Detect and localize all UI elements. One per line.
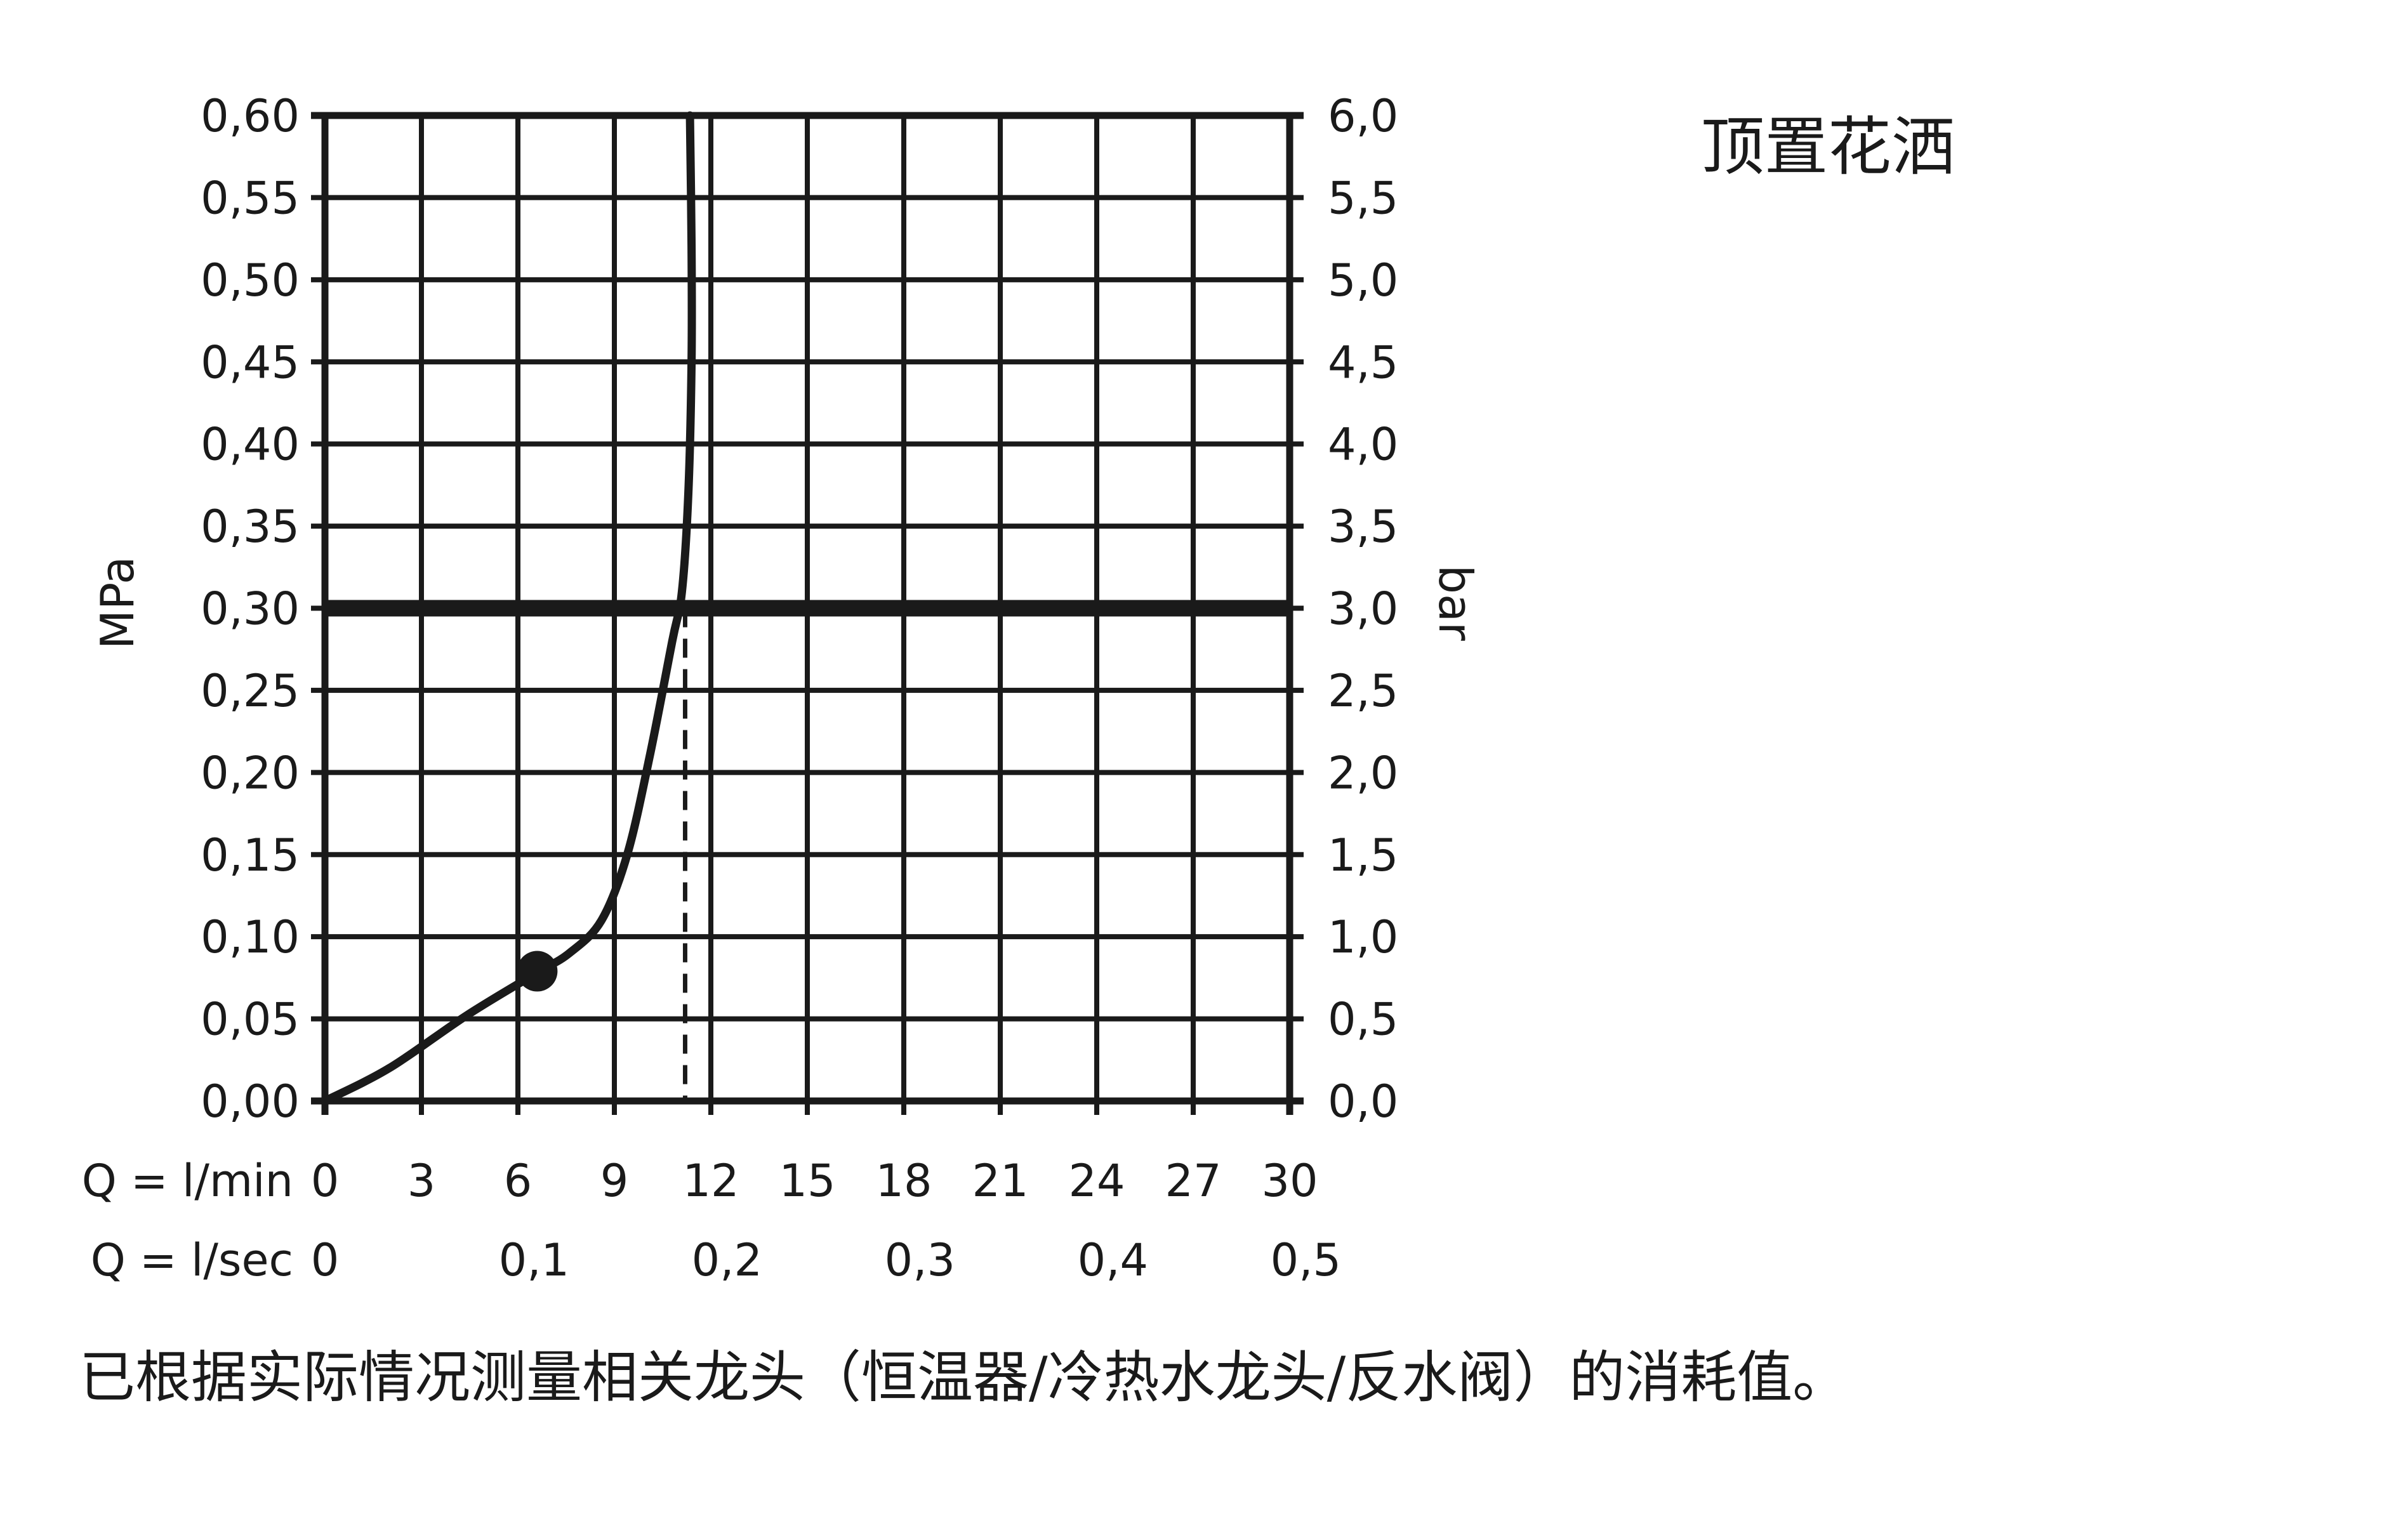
- y-tick-right: 3,0: [1328, 583, 1398, 635]
- y-tick-left: 0,00: [201, 1076, 300, 1128]
- x-tick-lmin: 30: [1261, 1155, 1318, 1207]
- y-tick-left: 0,55: [201, 172, 300, 224]
- y-tick-right: 2,0: [1328, 747, 1398, 799]
- x-tick-lmin: 9: [600, 1155, 629, 1207]
- x-tick-lmin: 3: [407, 1155, 436, 1207]
- y-tick-right: 5,5: [1328, 172, 1398, 224]
- x-tick-lmin: 18: [875, 1155, 932, 1207]
- reference-lines: [325, 115, 1290, 1101]
- y-tick-right: 0,0: [1328, 1076, 1398, 1128]
- footnote: 已根据实际情况测量相关龙头（恒温器/冷热水龙头/反水阀）的消耗值。: [79, 1345, 1849, 1410]
- y-tick-right: 2,5: [1328, 665, 1398, 717]
- y-tick-right: 0,5: [1328, 994, 1398, 1046]
- x-tick-lsec: 0,3: [885, 1234, 955, 1286]
- y-tick-left: 0,10: [201, 911, 300, 963]
- x-tick-lmin: 24: [1068, 1155, 1125, 1207]
- x-tick-lmin: 21: [972, 1155, 1028, 1207]
- x-tick-lsec: 0,4: [1078, 1234, 1148, 1286]
- y-tick-left: 0,35: [201, 501, 300, 553]
- y-axis-left-title: MPa: [91, 557, 144, 649]
- y-tick-left: 0,60: [201, 90, 300, 142]
- y-axis-right-title: bar: [1429, 565, 1482, 641]
- chart-title: 顶置花洒: [1701, 110, 1955, 184]
- x-tick-lmin: 15: [779, 1155, 835, 1207]
- operating-point-marker: [517, 951, 558, 992]
- y-tick-left: 0,50: [201, 254, 300, 306]
- x-tick-lsec: 0: [311, 1234, 340, 1286]
- y-tick-left: 0,20: [201, 747, 300, 799]
- y-tick-right: 1,0: [1328, 911, 1398, 963]
- x-tick-lsec: 0,1: [499, 1234, 569, 1286]
- y-tick-right: 4,0: [1328, 419, 1398, 471]
- y-tick-right: 4,5: [1328, 336, 1398, 388]
- flow-curve-layer: [321, 111, 696, 1105]
- y-tick-right: 1,5: [1328, 829, 1398, 881]
- y-tick-right: 3,5: [1328, 501, 1398, 553]
- y-tick-left: 0,05: [201, 994, 300, 1046]
- y-tick-left: 0,15: [201, 829, 300, 881]
- x-row-label-lsec: Q = l/sec: [91, 1234, 293, 1286]
- y-tick-right: 5,0: [1328, 254, 1398, 306]
- y-tick-left: 0,45: [201, 336, 300, 388]
- x-tick-lmin: 12: [682, 1155, 739, 1207]
- x-tick-lsec: 0,2: [692, 1234, 762, 1286]
- y-tick-right: 6,0: [1328, 90, 1398, 142]
- x-tick-lmin: 0: [311, 1155, 340, 1207]
- y-tick-left: 0,30: [201, 583, 300, 635]
- x-tick-lsec: 0,5: [1271, 1234, 1341, 1286]
- x-tick-lmin: 6: [504, 1155, 533, 1207]
- flow-curve: [321, 111, 696, 1105]
- tick-labels: 0,000,050,100,150,200,250,300,350,400,45…: [82, 90, 1399, 1286]
- y-tick-left: 0,25: [201, 665, 300, 717]
- x-row-label-lmin: Q = l/min: [82, 1155, 293, 1207]
- x-tick-lmin: 27: [1165, 1155, 1221, 1207]
- y-tick-left: 0,40: [201, 419, 300, 471]
